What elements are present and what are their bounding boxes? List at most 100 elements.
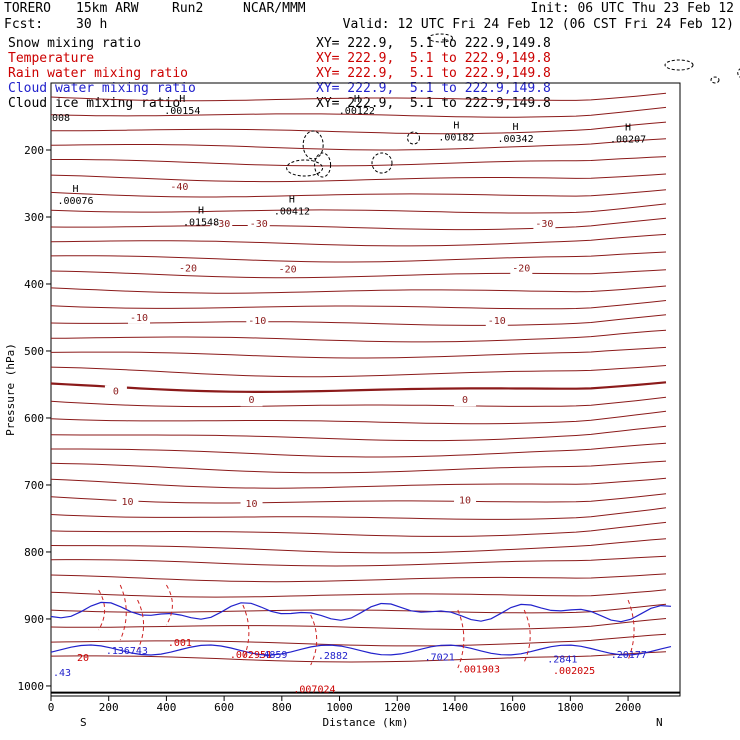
isotherm-line: [50, 573, 667, 583]
y-tick-label: 400: [24, 278, 44, 291]
x-tick-label: 2000: [615, 701, 642, 714]
maximum-value: .00207: [610, 135, 646, 146]
x-tick-label: 0: [48, 701, 55, 714]
temperature-isotherms: [50, 92, 667, 663]
isotherm-line: [50, 138, 667, 151]
forecast-label: Fcst:: [4, 17, 44, 32]
cloud-ice-contour: [286, 159, 324, 177]
model-name: TORERO: [4, 1, 51, 16]
label-mask: [276, 263, 299, 276]
legend-temperature-name: Temperature: [8, 51, 95, 66]
y-tick-label: 700: [24, 479, 44, 492]
label-mask: [454, 494, 477, 507]
cloud-ice-contour: [407, 131, 420, 145]
temperature-label: 10: [246, 499, 258, 510]
isotherm-line: [50, 189, 667, 198]
forecast-hours: 30 h: [76, 17, 108, 32]
label-mask: [168, 181, 191, 194]
x-tick-label: 1400: [442, 701, 469, 714]
maximum-marker: H: [513, 122, 519, 133]
isotherm-line: [50, 538, 667, 554]
isotherm-line: [50, 269, 667, 279]
isotherm-line: [50, 603, 667, 614]
x-tick-label: 800: [272, 701, 292, 714]
temperature-label: -20: [279, 265, 297, 276]
isotherm-line: [50, 233, 667, 247]
isotherm-line: [50, 173, 667, 183]
isotherm-line: [50, 92, 667, 102]
cloud-ice-contour: [371, 152, 393, 174]
legend-cloudwater-name: Cloud water mixing ratio: [8, 81, 196, 96]
isotherm-line: [50, 651, 667, 663]
x-tick-label: 1800: [557, 701, 584, 714]
isotherm-line: [51, 442, 667, 458]
temperature-label: -20: [512, 263, 530, 274]
maximum-value: .00122: [339, 106, 375, 117]
surface-value-label: .007024: [293, 685, 335, 696]
cloud-water-contour: [50, 644, 672, 656]
y-tick-label: 500: [24, 345, 44, 358]
isotherm-line: [50, 203, 667, 214]
surface-value-label: .2882: [318, 651, 348, 662]
surface-value-label: .002025: [553, 666, 595, 677]
rain-contour: [165, 584, 173, 626]
maximum-value: .00342: [497, 134, 533, 145]
isotherm-line: [50, 618, 667, 630]
maximum-value: .00076: [57, 196, 93, 207]
isotherm-line: [50, 477, 667, 489]
axes: 0 200 400 600 800 1000 1200 1400 1600 1800 2000200…: [18, 144, 642, 714]
legend-rain-name: Rain water mixing ratio: [8, 66, 189, 81]
cloud-ice-left-label: 008: [52, 113, 70, 124]
cloud-ice-contour: [737, 68, 740, 78]
rain-contour: [310, 614, 318, 666]
label-mask: [246, 315, 269, 328]
organization: NCAR/MMM: [243, 1, 306, 16]
surface-value-label: .20177: [611, 650, 647, 661]
temperature-label: -30: [535, 219, 553, 230]
label-mask: [485, 315, 508, 328]
legend-snow-xy: XY= 222.9, 5.1 to 222.9,149.8: [316, 36, 551, 51]
rain-contour: [457, 609, 465, 669]
temperature-label: -10: [488, 316, 506, 327]
legend-snow-name: Snow mixing ratio: [8, 36, 142, 51]
temperature-label: 0: [462, 395, 468, 406]
surface-value-label: 20: [77, 653, 89, 664]
label-mask: [128, 311, 151, 324]
isotherm-line: [50, 589, 667, 598]
run-name: Run2: [172, 1, 204, 16]
isotherm-line: [50, 217, 667, 231]
y-tick-label: 1000: [18, 680, 45, 693]
surface-value-label: .2841: [547, 655, 577, 666]
rain-contour: [137, 599, 145, 651]
legend-rain-xy: XY= 222.9, 5.1 to 222.9,149.8: [316, 66, 551, 81]
resolution: 15km ARW: [76, 1, 139, 16]
legend-temperature-xy: XY= 222.9, 5.1 to 222.9,149.8: [316, 51, 551, 66]
cloud-water-contour: [50, 601, 672, 623]
temperature-label: -40: [170, 182, 188, 193]
isotherm-line: [51, 121, 667, 135]
isotherm-line: [50, 346, 667, 359]
maximum-value: .00154: [164, 106, 200, 117]
maximum-value: .00182: [438, 133, 474, 144]
temperature-label: -30: [212, 219, 230, 230]
y-tick-label: 600: [24, 412, 44, 425]
label-mask: [240, 498, 263, 511]
rain-contour: [98, 589, 106, 631]
north-end-label: N: [656, 716, 663, 729]
surface-value-label: .001903: [458, 665, 500, 676]
temperature-label: 0: [249, 395, 255, 406]
isotherm-line: [50, 396, 667, 408]
surface-value-label: .43: [53, 668, 71, 679]
isotherm-line: [50, 425, 667, 442]
x-tick-label: 200: [99, 701, 119, 714]
rain-contour: [242, 604, 250, 661]
maximum-value: .01548: [183, 218, 219, 229]
rain-contour: [627, 599, 635, 661]
isotherm-line: [50, 314, 667, 326]
south-end-label: S: [80, 716, 87, 729]
x-tick-label: 600: [214, 701, 234, 714]
cloud-ice-contour: [710, 76, 720, 84]
label-mask: [104, 385, 127, 398]
isotherm-line: [50, 106, 667, 118]
isotherm-line: [51, 156, 667, 167]
